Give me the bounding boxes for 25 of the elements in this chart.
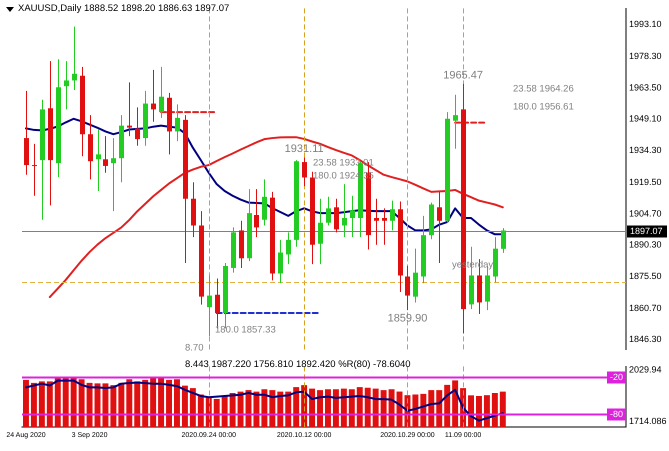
annotation: 180.0 1956.61 — [513, 102, 574, 113]
y-tick-label: 1860.70 — [629, 302, 662, 313]
annotation: 23.58 1964.26 — [513, 84, 574, 95]
y-tick-label: 1875.50 — [629, 271, 662, 282]
chart-title: 8.443 1987.220 1756.810 1892.420 %R(80) -78.6040 — [185, 359, 411, 370]
annotation: 180.0 1857.33 — [215, 324, 276, 336]
y-tick-label: 1890.30 — [629, 239, 662, 250]
y-tick-label: 1949.10 — [629, 113, 662, 124]
y-tick-label: 1714.086 — [629, 416, 667, 426]
y-tick-label: 1904.70 — [629, 208, 662, 219]
y-tick-label: 1963.50 — [629, 82, 662, 93]
annotation: 1931.11 — [284, 143, 324, 156]
annotation: 1859.90 — [388, 312, 428, 325]
y-tick-label: 1978.30 — [629, 50, 662, 61]
ref-line-label: 1897.07 — [630, 226, 663, 236]
ref-line-label: -80 — [610, 408, 624, 419]
annotation: 1965.47 — [443, 69, 483, 82]
y-tick-label: 1993.10 — [629, 19, 662, 30]
y-tick-label: 2029.94 — [629, 364, 662, 374]
annotation: 8.70 — [185, 342, 204, 354]
y-tick-label: 1934.30 — [629, 145, 662, 156]
chart-title: XAUUSD,Daily 1888.52 1898.20 1886.63 1897.07 — [18, 3, 230, 14]
y-tick-label: 1846.30 — [629, 334, 662, 344]
y-tick-label: 1919.50 — [629, 176, 662, 187]
ref-line-label: -20 — [610, 372, 624, 382]
